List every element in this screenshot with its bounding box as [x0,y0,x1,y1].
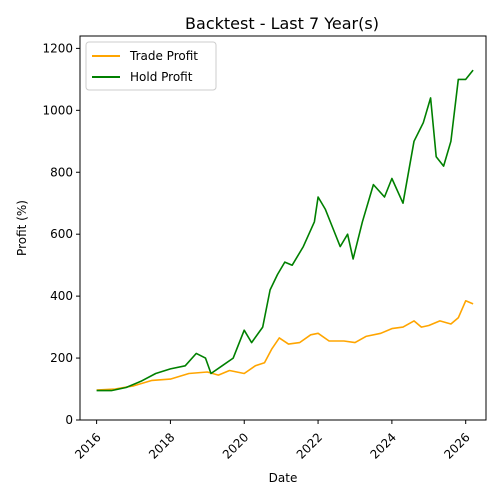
plot-frame [79,35,487,421]
y-tick-label: 200 [50,351,73,365]
legend: Trade Profit Hold Profit [85,41,217,91]
x-tick-label: 2026 [441,430,472,461]
y-tick-label: 400 [50,289,73,303]
y-tick-label: 1200 [42,41,73,55]
y-axis-label: Profit (%) [15,200,29,256]
x-axis-ticks: 2016 2018 2020 2022 2024 2026 [72,420,473,462]
x-tick-label: 2024 [368,430,399,461]
x-tick-label: 2016 [72,430,103,461]
chart-title: Backtest - Last 7 Year(s) [185,14,379,33]
legend-label-trade-profit: Trade Profit [129,49,198,63]
y-tick-label: 800 [50,165,73,179]
x-tick-label: 2020 [220,430,251,461]
y-tick-label: 1000 [42,103,73,117]
x-tick-label: 2018 [146,430,177,461]
plot-area [96,69,474,392]
y-tick-label: 600 [50,227,73,241]
series-line-hold-profit [96,69,474,392]
y-axis-ticks: 0 200 400 600 800 1000 1200 [42,41,80,427]
legend-label-hold-profit: Hold Profit [130,70,193,84]
series-line-trade-profit [96,299,474,391]
x-axis-label: Date [269,471,298,485]
x-tick-label: 2022 [294,430,325,461]
y-tick-label: 0 [65,413,73,427]
